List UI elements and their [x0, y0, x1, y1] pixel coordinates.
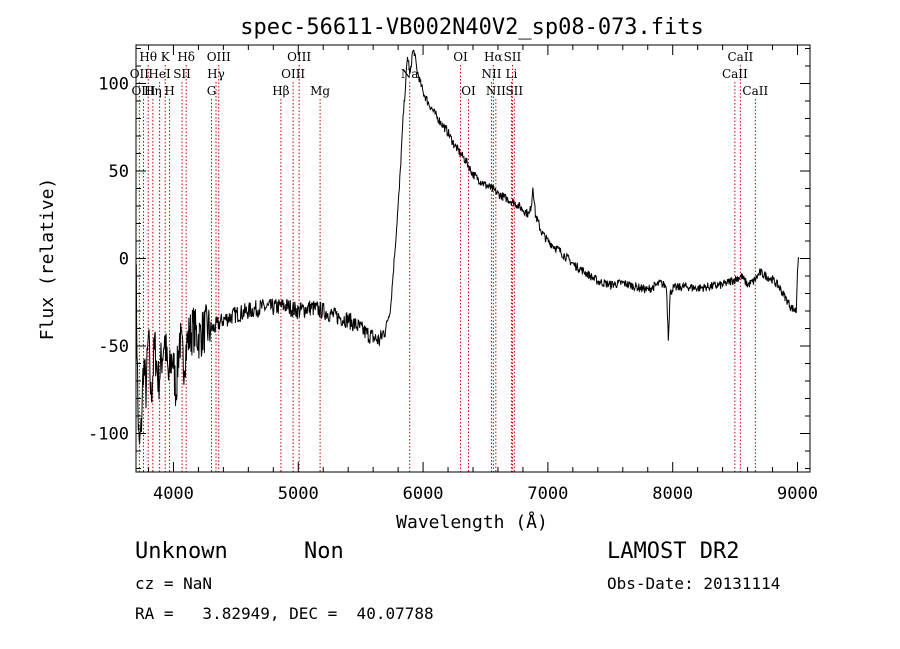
- line-label: Na: [401, 67, 419, 81]
- line-label: H: [164, 84, 174, 98]
- spectrum-layer: [135, 49, 800, 445]
- line-label: SII: [173, 67, 191, 81]
- line-label: Hβ: [272, 84, 289, 98]
- line-label: OII: [130, 67, 150, 81]
- y-axis-label: Flux (relative): [37, 178, 58, 341]
- y-tick-label: 50: [109, 162, 129, 182]
- line-label: Li: [506, 67, 518, 81]
- line-label: Hθ: [139, 50, 157, 64]
- line-label: OIII: [207, 50, 231, 64]
- plot-frame: [135, 44, 811, 473]
- line-label: NII: [486, 84, 506, 98]
- x-tick-label: 5000: [278, 484, 319, 504]
- survey-name: LAMOST DR2: [607, 539, 740, 564]
- y-tick-label: -50: [98, 337, 129, 357]
- line-label: OI: [453, 50, 468, 64]
- x-tick-label: 9000: [777, 484, 818, 504]
- line-label: OIII: [287, 50, 311, 64]
- x-tick-label: 6000: [403, 484, 444, 504]
- axis-ticks: 4000 5000 6000 7000 8000 9000 -100 -50 0 50 100: [88, 45, 818, 504]
- line-label: NII: [481, 67, 501, 81]
- line-label: OIII: [281, 67, 305, 81]
- x-tick-label: 7000: [527, 484, 568, 504]
- emission-line-markers: Hθ OII OIII K HeI Hη SII H Hδ OIII Hγ G Hβ OIII OIII Mg…: [130, 50, 768, 472]
- redshift-cz: cz = NaN: [135, 574, 213, 593]
- line-label: Hα: [484, 50, 503, 64]
- ra-dec: RA = 3.82949, DEC = 40.07788: [135, 604, 434, 623]
- line-label: Hγ: [207, 67, 225, 81]
- line-label: OIII: [131, 84, 155, 98]
- object-class: Unknown: [135, 539, 228, 564]
- x-axis-label: Wavelength (Å): [396, 511, 548, 533]
- x-tick-label: 8000: [652, 484, 693, 504]
- line-label: Mg: [310, 84, 330, 98]
- line-label: OI: [461, 84, 476, 98]
- line-label: Hδ: [177, 50, 195, 64]
- object-subclass: Non: [304, 539, 344, 564]
- line-label: HeI: [148, 67, 171, 81]
- y-tick-label: 0: [119, 250, 129, 270]
- line-label: SII: [504, 50, 522, 64]
- chart-title: spec-56611-VB002N40V2_sp08-073.fits: [240, 15, 704, 40]
- line-label: CaII: [727, 50, 753, 64]
- y-tick-label: -100: [88, 425, 129, 445]
- line-label: CaII: [742, 84, 768, 98]
- line-label: Hη: [144, 84, 162, 98]
- line-label: CaII: [722, 67, 748, 81]
- line-label: G: [207, 84, 217, 98]
- line-label: SII: [505, 84, 523, 98]
- x-tick-label: 4000: [153, 484, 194, 504]
- observation-date: Obs-Date: 20131114: [607, 574, 781, 593]
- y-tick-label: 100: [98, 75, 129, 95]
- spectrum-line: [135, 49, 800, 445]
- line-label: K: [161, 50, 171, 64]
